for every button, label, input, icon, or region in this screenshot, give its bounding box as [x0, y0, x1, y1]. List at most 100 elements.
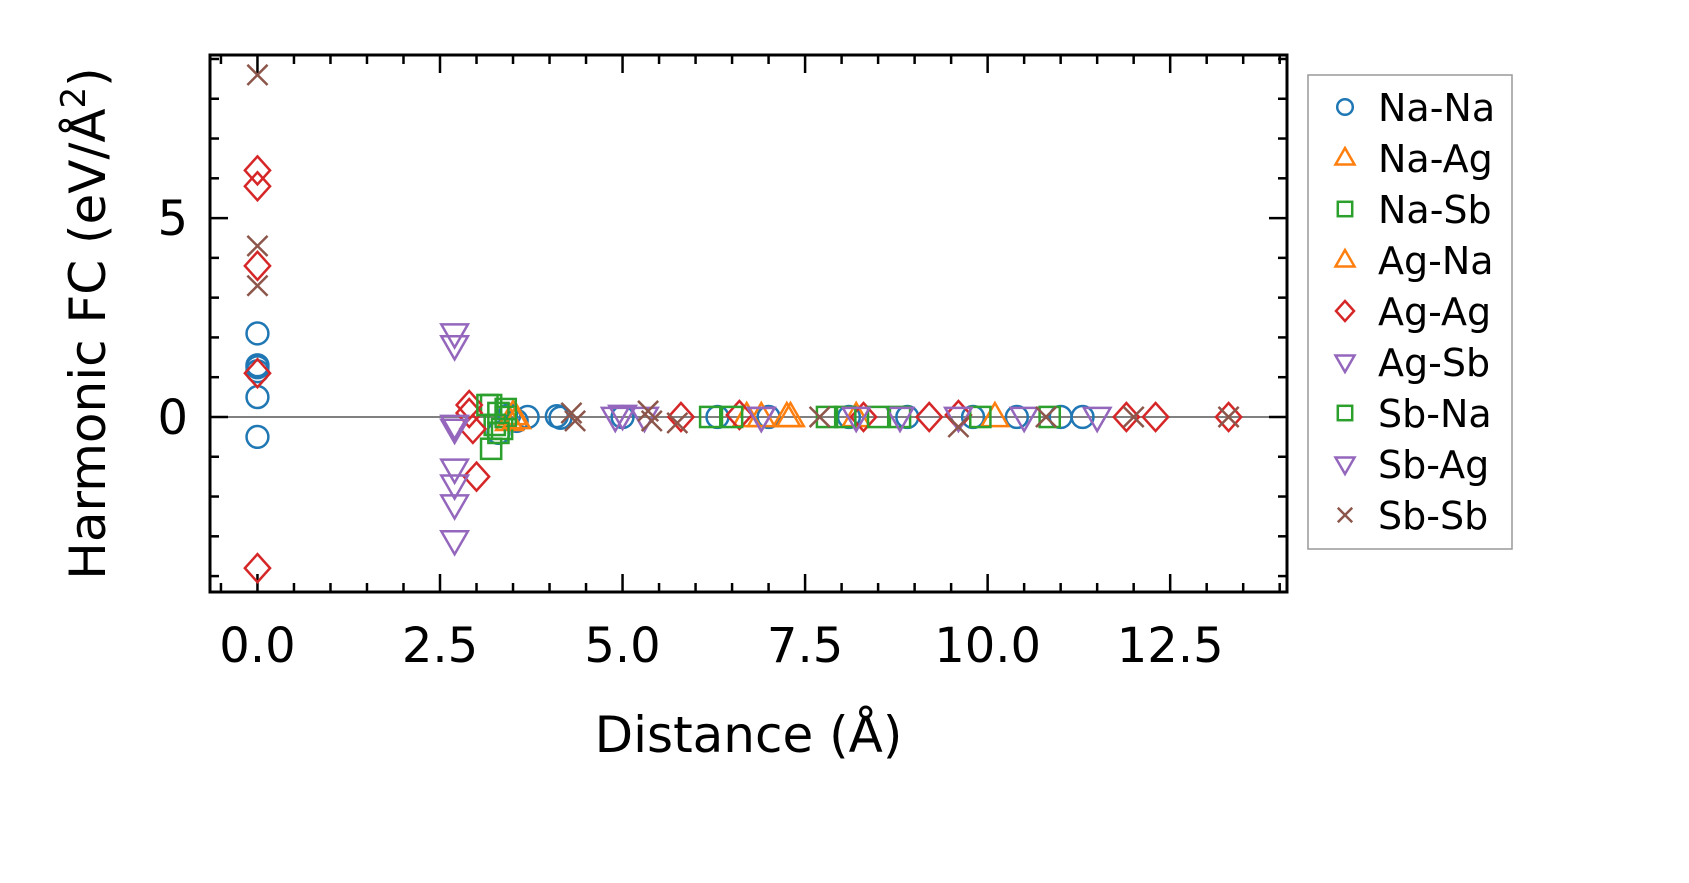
data-point	[245, 321, 270, 346]
data-point	[245, 355, 270, 380]
legend-item: Sb-Na	[1336, 392, 1492, 436]
data-point	[884, 406, 916, 434]
data-point	[1141, 401, 1170, 433]
data-point	[1035, 406, 1058, 428]
data-point	[560, 402, 583, 424]
data-point	[1122, 406, 1145, 428]
data-point	[808, 406, 831, 428]
legend-label: Sb-Ag	[1378, 443, 1489, 487]
data-point	[243, 357, 272, 390]
data-point	[243, 552, 272, 585]
data-point	[439, 335, 471, 362]
legend-label: Ag-Ag	[1378, 290, 1491, 334]
x-tick-label: 10.0	[934, 618, 1041, 674]
data-point	[487, 421, 510, 445]
series-Sb-Na	[476, 393, 1062, 461]
data-point	[698, 405, 722, 429]
legend-label: Na-Na	[1378, 86, 1495, 130]
legend-label: Sb-Sb	[1378, 494, 1488, 538]
data-point	[494, 397, 518, 421]
data-point	[720, 405, 744, 429]
data-point	[246, 234, 269, 257]
legend-marker	[1333, 247, 1357, 268]
data-point	[501, 402, 533, 430]
legend-marker	[1336, 200, 1354, 218]
legend-item: Ag-Sb	[1333, 341, 1490, 385]
legend-marker	[1334, 299, 1356, 323]
data-point	[914, 401, 944, 433]
x-tick-label: 0.0	[219, 618, 295, 674]
legend-marker	[1335, 97, 1355, 117]
x-tick-label: 5.0	[584, 618, 660, 674]
data-point	[1214, 401, 1243, 433]
series-Ag-Sb	[439, 323, 1040, 557]
data-point	[725, 399, 754, 431]
data-point	[462, 460, 491, 493]
x-axis-label: Distance (Å)	[595, 706, 903, 764]
legend-item: Na-Na	[1335, 86, 1495, 130]
y-axis-label-main: Harmonic FC (eV/Å	[59, 108, 117, 579]
data-point	[1217, 406, 1240, 428]
data-point	[979, 400, 1011, 428]
data-point	[866, 405, 890, 429]
data-point	[947, 415, 970, 438]
legend-item: Ag-Ag	[1334, 290, 1491, 334]
data-point	[243, 170, 272, 203]
data-point	[815, 405, 839, 429]
data-point	[479, 437, 503, 461]
series-Ag-Na	[501, 400, 803, 430]
axis-tick-labels: 0.0 2.5 5.0 7.5 10.0 12.5 0 5	[157, 191, 1223, 674]
y-tick-label: 0	[157, 390, 188, 446]
data-point	[968, 405, 992, 429]
data-point	[607, 404, 639, 432]
x-tick-label: 2.5	[402, 618, 478, 674]
data-marks	[243, 63, 1243, 585]
data-point	[243, 154, 272, 187]
y-axis-label-superscript: 2	[54, 87, 94, 109]
data-point	[439, 458, 471, 486]
data-point	[439, 418, 471, 446]
legend-label: Ag-Sb	[1378, 341, 1490, 385]
data-point	[599, 406, 631, 434]
legend-item: Sb-Ag	[1333, 443, 1489, 487]
data-point	[476, 393, 499, 417]
plot-frame	[208, 53, 1289, 594]
data-point	[439, 529, 471, 557]
legend: Na-Na Na-Ag Na-Sb Ag-Na Ag-Ag Ag-Sb Sb-Na Sb-Ag…	[1307, 74, 1513, 550]
x-tick-label: 7.5	[767, 618, 843, 674]
data-point	[745, 406, 777, 434]
data-point	[1004, 404, 1030, 430]
data-point	[666, 411, 689, 434]
legend-marker	[1333, 145, 1357, 166]
legend-marker	[1336, 506, 1354, 524]
data-point	[1008, 406, 1040, 434]
legend-label: Sb-Na	[1378, 392, 1492, 436]
data-point	[439, 494, 471, 521]
legend-label: Ag-Na	[1378, 239, 1494, 283]
legend-marker	[1336, 404, 1354, 422]
data-point	[1081, 406, 1113, 434]
y-axis-label-close: )	[59, 67, 117, 87]
data-point	[1112, 401, 1141, 433]
data-point	[640, 409, 663, 432]
data-point	[771, 400, 803, 428]
data-point	[245, 424, 270, 450]
data-point	[840, 406, 872, 434]
legend-item: Na-Sb	[1336, 188, 1492, 232]
legend-label: Na-Sb	[1378, 188, 1492, 232]
y-tick-label: 5	[157, 191, 188, 247]
data-point	[439, 414, 471, 442]
series-Sb-Sb	[246, 63, 1240, 438]
x-tick-label: 12.5	[1117, 618, 1224, 674]
data-point	[246, 63, 269, 86]
legend-marker	[1333, 456, 1357, 477]
data-point	[1070, 404, 1095, 430]
legend-item: Na-Ag	[1333, 137, 1493, 181]
y-axis-label: Harmonic FC (eV/Å2)	[54, 67, 117, 579]
data-point	[731, 400, 763, 428]
data-point	[666, 401, 696, 433]
legend-item: Sb-Sb	[1336, 494, 1488, 538]
data-point	[564, 409, 587, 432]
data-point	[439, 474, 471, 502]
